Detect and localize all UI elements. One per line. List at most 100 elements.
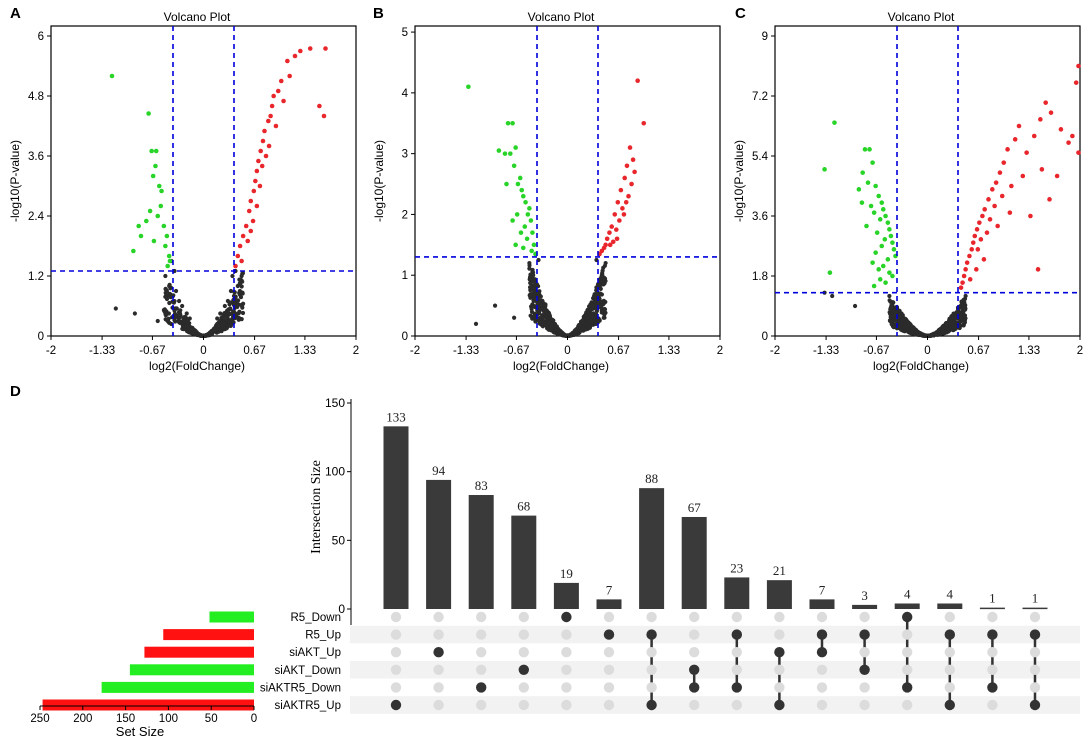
- volcano-b-y-tick-label: 0: [402, 331, 408, 343]
- volcano-a-x-tick-label: 1.33: [294, 345, 316, 357]
- volcano-c-ns-point: [961, 305, 966, 310]
- volcano-b-ns-point: [603, 260, 608, 266]
- volcano-a-up-point: [292, 53, 298, 59]
- upset-matrix-dot-inactive: [689, 699, 700, 711]
- volcano-b-up-point: [635, 78, 640, 84]
- volcano-c-ns-point: [950, 324, 956, 329]
- volcano-b-ns-point: [549, 324, 554, 329]
- upset-set-label: siAKTR5_Up: [275, 700, 341, 712]
- volcano-a-ns-point: [212, 327, 218, 333]
- upset-intersection-value: 1: [989, 591, 996, 606]
- upset-intersection-bar: [681, 516, 707, 609]
- volcano-a-ns-point: [178, 308, 183, 313]
- volcano-c-up-point: [975, 247, 981, 252]
- upset-matrix-dot-inactive: [561, 699, 572, 711]
- volcano-c-ns-point: [958, 315, 963, 320]
- volcano-c-ns-point: [887, 293, 892, 299]
- panel-c: C Volcano Plot -2 -1.33 -0.67 0 0.67 1.33 2 0 1…: [732, 5, 1083, 373]
- upset-matrix-dot-inactive: [774, 611, 785, 623]
- volcano-a-ns-point: [235, 283, 240, 289]
- volcano-a-ns-point: [167, 300, 172, 306]
- upset-matrix-dot-inactive: [646, 647, 657, 658]
- upset-set-size-axis: 250 200 150 100 50 0: [30, 705, 257, 725]
- volcano-a-ns-point: [172, 318, 177, 323]
- upset-intersection-value: 7: [819, 582, 826, 597]
- volcano-b-y-tick-label: 2: [402, 209, 408, 221]
- upset-matrix-dot-inactive: [774, 664, 785, 675]
- volcano-c-up-point: [1001, 160, 1007, 165]
- volcano-a-down-point: [109, 73, 115, 79]
- upset-matrix-dot-inactive: [603, 664, 615, 675]
- volcano-c-y-ticks: 0 1.8 3.6 5.4 7.2 9: [752, 31, 775, 343]
- volcano-b-x-tick-label: -2: [410, 345, 420, 357]
- upset-matrix-dot-inactive: [1029, 682, 1041, 693]
- upset-y-tick-label: 150: [325, 396, 345, 410]
- volcano-b-ns-point: [602, 315, 607, 320]
- upset-matrix-dot-inactive: [433, 682, 444, 693]
- upset-intersection-value: 23: [730, 560, 743, 575]
- volcano-c-ns-point: [893, 310, 899, 315]
- upset-set-size-tick-label: 50: [205, 713, 218, 725]
- volcano-c-ns-point: [852, 303, 858, 309]
- upset-matrix-dot-active: [646, 629, 657, 640]
- volcano-a-ns-point: [173, 288, 179, 294]
- volcano-a-up-point: [260, 138, 266, 144]
- volcano-c-up-point: [1035, 267, 1041, 272]
- volcano-c-x-tick-label: 2: [1077, 345, 1083, 357]
- upset-matrix-dot-inactive: [859, 647, 870, 658]
- volcano-b-ns-point: [532, 293, 537, 298]
- upset-matrix-dot-inactive: [476, 664, 487, 675]
- upset-intersection-value: 4: [904, 587, 911, 602]
- volcano-a-ns-point: [184, 311, 189, 316]
- volcano-a-ns-point: [201, 333, 206, 338]
- volcano-c-ns-point: [948, 321, 953, 326]
- volcano-b-up-point: [641, 120, 647, 126]
- volcano-a-down-point: [150, 173, 156, 179]
- upset-row-stripe: [350, 661, 1080, 679]
- volcano-b-up-point: [612, 212, 618, 217]
- panel-a: A Volcano Plot -2 -1.33 -0.67 0 0.67 1.33 2 0 1…: [8, 5, 359, 373]
- volcano-c-up-point: [1020, 173, 1026, 179]
- volcano-a-up-point: [268, 113, 273, 119]
- upset-intersection-bar: [852, 604, 878, 609]
- upset-matrix-dot-inactive: [390, 611, 402, 623]
- volcano-c-up-point: [980, 213, 985, 219]
- volcano-b-ns-point: [593, 321, 598, 326]
- upset-matrix-dot-inactive: [433, 664, 444, 675]
- volcano-c-down-point: [883, 213, 888, 219]
- volcano-c-up-point: [978, 237, 984, 242]
- volcano-c-thresholds: [775, 26, 1080, 336]
- volcano-a-up-point: [239, 258, 244, 264]
- upset-matrix-dot-inactive: [816, 699, 828, 711]
- volcano-b-ns-point: [580, 318, 585, 323]
- volcano-c-up-point: [970, 240, 976, 245]
- volcano-c-ns-point: [902, 317, 907, 322]
- volcano-c-down-point: [885, 257, 891, 262]
- volcano-a-up-point: [258, 148, 263, 154]
- volcano-a-points: [109, 46, 328, 338]
- volcano-a-x-tick-label: -1.33: [89, 345, 115, 357]
- upset-intersection-bar: [894, 603, 920, 609]
- volcano-a-up-point: [298, 48, 303, 54]
- volcano-a-ns-point: [227, 311, 232, 317]
- upset-matrix-dot-inactive: [689, 611, 700, 623]
- volcano-b-down-point: [527, 206, 532, 211]
- volcano-c-ns-point: [891, 300, 896, 305]
- upset-matrix-dot-inactive: [518, 682, 529, 693]
- upset-matrix-dot-inactive: [731, 664, 742, 675]
- upset-intersection-value: 133: [386, 409, 406, 424]
- upset-matrix-dot-inactive: [944, 647, 955, 658]
- volcano-b-ns-point: [543, 323, 549, 328]
- volcano-a-ns-point: [240, 310, 246, 316]
- volcano-a-ns-point: [235, 302, 240, 307]
- volcano-b-down-point: [524, 236, 530, 242]
- volcano-b-ns-point: [587, 325, 593, 330]
- volcano-c-down-point: [876, 193, 881, 199]
- volcano-c-up-point: [961, 273, 967, 279]
- upset-matrix-dot-inactive: [987, 699, 998, 711]
- upset-matrix-dot-active: [859, 664, 870, 675]
- volcano-b-up-point: [618, 187, 624, 193]
- volcano-c-up-point: [997, 170, 1003, 175]
- volcano-c-up-point: [990, 187, 995, 192]
- volcano-a-up-point: [266, 143, 272, 149]
